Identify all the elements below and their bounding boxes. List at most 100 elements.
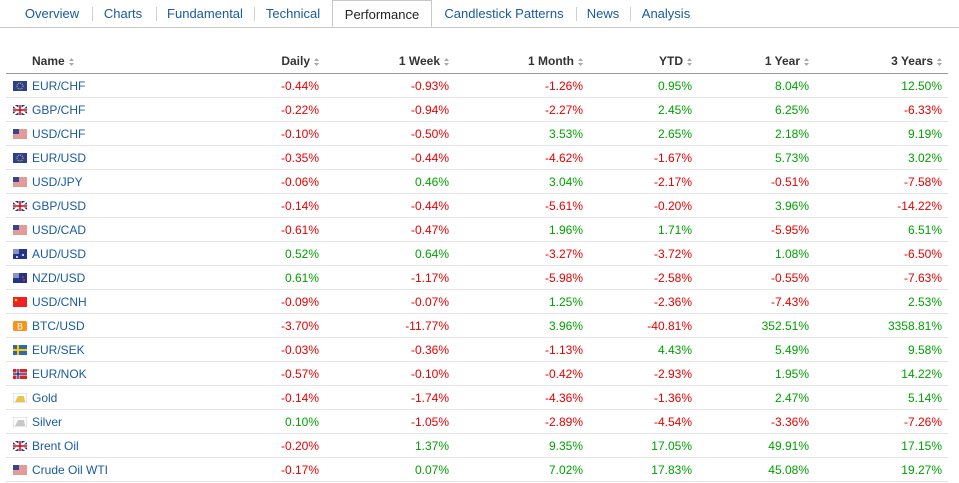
column-label[interactable]: 1 Month [528,54,574,68]
flag-cell [6,265,32,290]
tab[interactable]: Overview [24,6,80,21]
flag-icon [13,296,27,307]
flag-cell [6,289,32,314]
flag-cell [6,409,32,434]
flag-cell [6,361,32,386]
tab[interactable]: Technical [254,0,332,27]
performance-cell: -0.94% [325,97,455,122]
column-header[interactable]: 1 Month [455,49,589,74]
flag-cell [6,193,32,218]
instrument-name[interactable]: GBP/CHF [32,97,200,122]
column-header[interactable]: 1 Week [325,49,455,74]
performance-cell: 2.18% [698,121,815,146]
performance-cell: -7.58% [815,169,948,194]
column-header[interactable]: Daily [200,49,325,74]
performance-cell: 1.08% [698,241,815,266]
performance-cell: -0.36% [325,337,455,362]
instrument-name[interactable]: USD/CHF [32,121,200,146]
flag-cell [6,337,32,362]
instrument-name[interactable]: GBP/USD [32,193,200,218]
instrument-name[interactable]: Crude Oil WTI [32,457,200,482]
performance-cell: 0.10% [200,409,325,434]
performance-cell: -40.81% [589,313,698,338]
table-row: USD/CHF -0.10% -0.50% 3.53% 2.65% 2.18% 9.19% [6,121,948,146]
column-label[interactable]: 1 Week [398,54,440,68]
performance-cell: -5.95% [698,217,815,242]
instrument-name[interactable]: BTC/USD [32,313,200,338]
sort-icon[interactable] [804,58,809,66]
column-label[interactable]: YTD [659,54,683,68]
flag-icon [13,128,27,139]
column-label[interactable]: Daily [281,54,310,68]
performance-cell: -0.35% [200,145,325,170]
flag-icon [13,464,27,475]
performance-cell: 0.64% [325,241,455,266]
performance-cell: -0.14% [200,385,325,410]
column-header[interactable]: YTD [589,49,698,74]
performance-cell: 3.96% [455,313,589,338]
performance-cell: 2.53% [815,289,948,314]
performance-cell: 17.15% [815,433,948,458]
performance-cell: -0.20% [589,193,698,218]
performance-cell: -0.14% [200,193,325,218]
performance-cell: -0.93% [325,73,455,98]
flag-cell [6,121,32,146]
flag-icon [13,248,27,259]
table-row: AUD/USD 0.52% 0.64% -3.27% -3.72% 1.08% -6.50% [6,241,948,266]
instrument-name[interactable]: USD/CNH [32,289,200,314]
performance-cell: -3.27% [455,241,589,266]
column-header[interactable]: 1 Year [698,49,815,74]
instrument-name[interactable]: Brent Oil [32,433,200,458]
performance-cell: -0.57% [200,361,325,386]
instrument-name[interactable]: NZD/USD [32,265,200,290]
instrument-name[interactable]: Silver [32,409,200,434]
performance-cell: -0.22% [200,97,325,122]
performance-cell: -0.42% [455,361,589,386]
performance-cell: -7.26% [815,409,948,434]
column-label[interactable]: 1 Year [764,54,800,68]
performance-cell: -2.36% [589,289,698,314]
performance-cell: 9.58% [815,337,948,362]
instrument-name[interactable]: EUR/SEK [32,337,200,362]
performance-cell: -2.58% [589,265,698,290]
performance-cell: -0.06% [200,169,325,194]
performance-cell: 1.25% [455,289,589,314]
flag-cell: B [6,313,32,338]
column-label[interactable]: Name [32,54,65,68]
sort-icon[interactable] [578,58,583,66]
instrument-name[interactable]: Gold [32,385,200,410]
flag-icon [13,104,27,115]
flag-header [6,49,32,74]
column-label[interactable]: 3 Years [891,54,933,68]
column-header[interactable]: 3 Years [815,49,948,74]
sort-icon[interactable] [937,58,942,66]
performance-cell: 3.02% [815,145,948,170]
performance-cell: -0.20% [200,433,325,458]
instrument-name[interactable]: USD/JPY [32,169,200,194]
tab[interactable]: Candlestick Patterns [444,6,564,21]
tab[interactable]: Charts [92,0,154,27]
tab[interactable]: Analysis [630,0,702,27]
sort-icon[interactable] [68,58,74,66]
instrument-name[interactable]: EUR/NOK [32,361,200,386]
column-header[interactable]: Name [32,49,200,74]
performance-cell: 49.91% [698,433,815,458]
instrument-name[interactable]: USD/CAD [32,217,200,242]
performance-cell: 17.05% [589,433,698,458]
tab[interactable]: Performance [332,0,432,27]
instrument-name[interactable]: AUD/USD [32,241,200,266]
tab[interactable]: Fundamental [156,0,254,27]
sort-icon[interactable] [444,58,449,66]
instrument-name[interactable]: EUR/CHF [32,73,200,98]
performance-cell: 2.45% [589,97,698,122]
table-row: B BTC/USD -3.70% -11.77% 3.96% -40.81% 352.51%… [6,313,948,338]
performance-cell: 3.53% [455,121,589,146]
performance-cell: -0.55% [698,265,815,290]
sort-icon[interactable] [314,58,319,66]
performance-cell: 1.37% [325,433,455,458]
instrument-name[interactable]: EUR/USD [32,145,200,170]
performance-cell: -0.44% [200,73,325,98]
tab[interactable]: News [576,0,630,27]
sort-icon[interactable] [687,58,692,66]
performance-cell: -0.51% [698,169,815,194]
